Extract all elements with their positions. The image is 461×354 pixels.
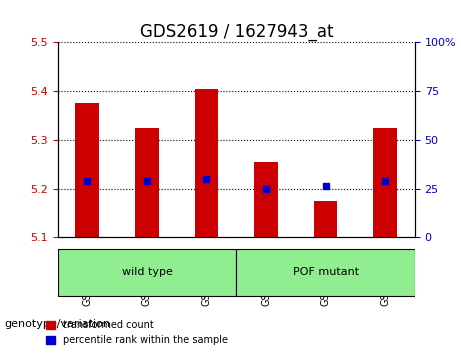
- Text: genotype/variation: genotype/variation: [5, 319, 111, 329]
- Bar: [195, 89, 219, 237]
- FancyBboxPatch shape: [58, 249, 236, 296]
- Bar: [135, 128, 159, 237]
- Bar: [373, 128, 397, 237]
- Bar: [254, 162, 278, 237]
- Text: wild type: wild type: [122, 267, 172, 277]
- Legend: transformed count, percentile rank within the sample: transformed count, percentile rank withi…: [42, 316, 232, 349]
- Text: POF mutant: POF mutant: [293, 267, 359, 277]
- FancyBboxPatch shape: [236, 249, 415, 296]
- Bar: [76, 103, 99, 237]
- Bar: [313, 201, 337, 237]
- Title: GDS2619 / 1627943_at: GDS2619 / 1627943_at: [140, 23, 333, 41]
